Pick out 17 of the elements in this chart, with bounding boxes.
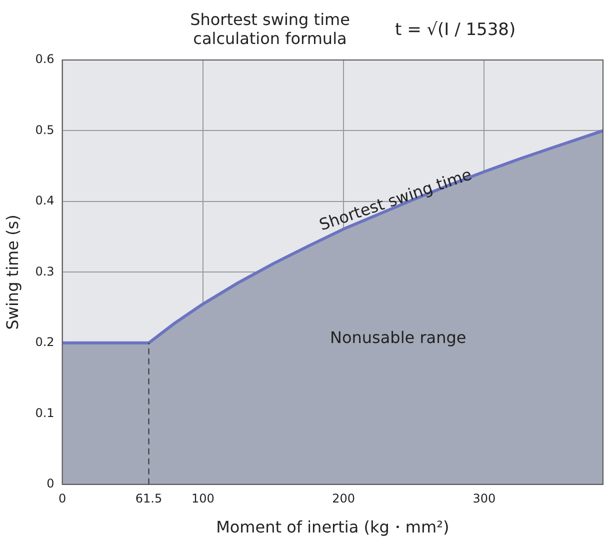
x-tick-label: 100 [191, 492, 214, 506]
chart-title: Shortest swing time calculation formula [189, 10, 351, 48]
y-tick-label: 0.5 [35, 122, 54, 137]
y-axis-title: Swing time (s) [2, 214, 22, 330]
y-tick-label: 0.2 [35, 335, 54, 350]
text: t = √(I / 1538) [395, 20, 516, 40]
y-tick-label: 0.4 [35, 194, 54, 208]
x-tick-label: 61.5 [135, 492, 162, 506]
x-tick-label: 300 [472, 492, 496, 506]
y-tick-label: 0.3 [35, 264, 54, 278]
y-tick-label: 0.1 [35, 406, 54, 420]
annotation: Nonusable range [330, 328, 466, 347]
y-tick-label: 0.6 [35, 52, 54, 66]
x-tick-label: 200 [332, 492, 355, 506]
y-tick-label: 0 [46, 476, 54, 491]
x-tick-label: 0 [58, 492, 66, 506]
x-axis-title: Moment of inertia (kg・mm²) [216, 518, 450, 537]
